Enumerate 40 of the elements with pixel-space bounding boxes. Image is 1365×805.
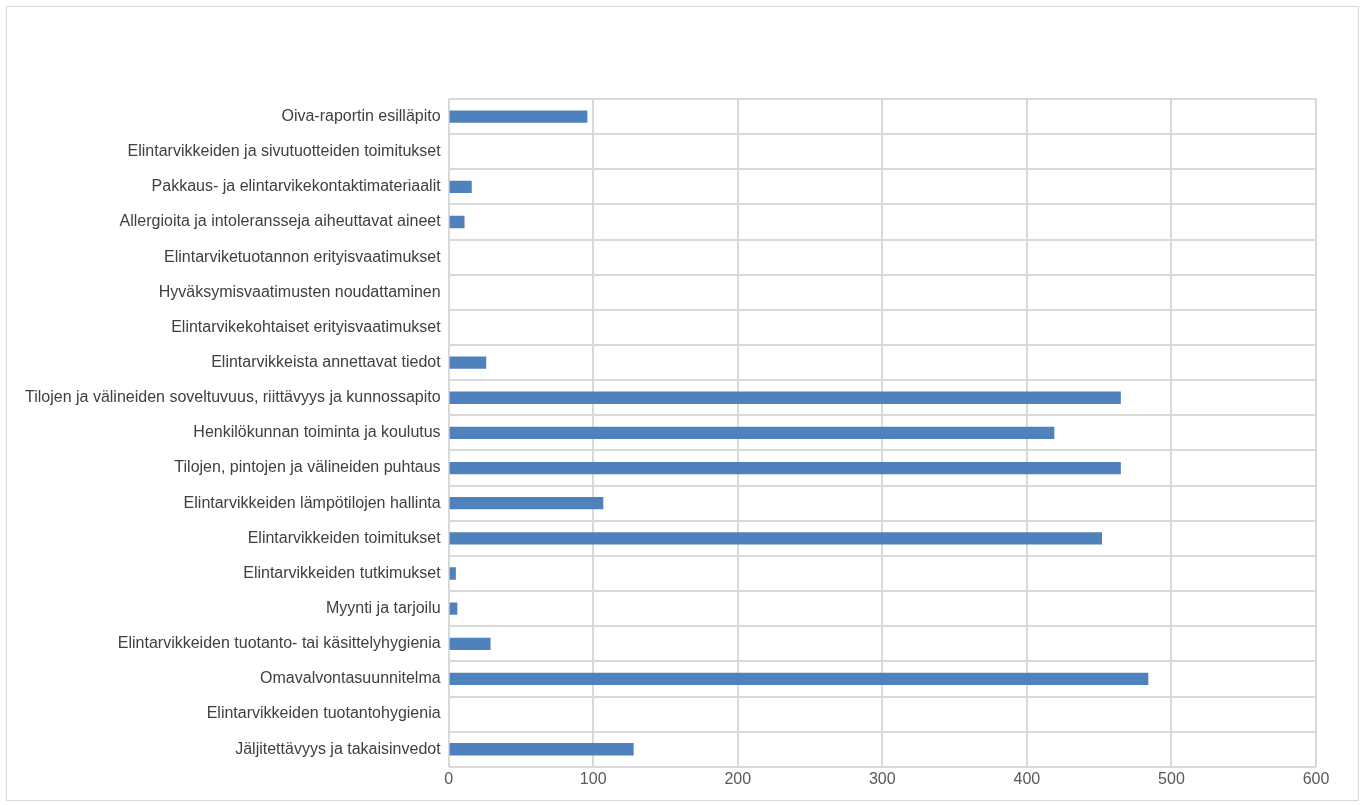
bar <box>449 461 1121 475</box>
x-tick-label: 600 <box>1302 769 1330 787</box>
y-tick-label: Hyväksymisvaatimusten noudattaminen <box>158 282 441 300</box>
bar <box>449 743 634 756</box>
bar <box>449 110 588 123</box>
bar <box>449 497 604 510</box>
bar <box>449 532 1103 545</box>
y-tick-label: Elintarvikkeiden ja sivutuotteiden toimitukset <box>127 142 442 160</box>
y-tick-label: Henkilökunnan toiminta ja koulutus <box>193 423 441 441</box>
bar <box>449 356 487 369</box>
y-tick-label: Omavalvontasuunnitelma <box>260 669 441 687</box>
x-tick-label: 100 <box>579 769 607 787</box>
bar <box>449 391 1121 404</box>
x-tick-label: 300 <box>868 769 896 787</box>
y-tick-label: Elintarvikkeista annettavat tiedot <box>211 353 442 371</box>
y-tick-label: Pakkaus- ja elintarvikekontaktimateriaalit <box>151 177 442 195</box>
bar <box>449 602 458 615</box>
y-tick-label: Elintarvikkeiden tuotantohygienia <box>206 704 441 722</box>
y-tick-label: Elintarvikekohtaiset erityisvaatimukset <box>171 317 442 335</box>
y-tick-label: Elintarvikkeiden lämpötilojen hallinta <box>183 493 441 511</box>
y-tick-label: Oiva-raportin esilläpito <box>281 106 441 124</box>
bar <box>449 637 491 650</box>
y-tick-label: Elintarviketuotannon erityisvaatimukset <box>164 247 442 265</box>
bar <box>449 672 1149 686</box>
x-tick-label: 0 <box>444 769 454 787</box>
y-tick-label: Myynti ja tarjoilu <box>325 599 441 617</box>
x-tick-label: 500 <box>1158 769 1185 787</box>
x-tick-label: 200 <box>724 769 752 787</box>
bar <box>449 426 1055 440</box>
y-tick-label: Elintarvikkeiden tutkimukset <box>243 563 442 581</box>
bar <box>449 180 472 194</box>
bar <box>449 215 465 229</box>
y-tick-label: Elintarvikkeiden toimitukset <box>247 528 442 546</box>
y-tick-label: Elintarvikkeiden tuotanto- tai käsittelyhygienia <box>117 634 441 652</box>
x-tick-label: 400 <box>1013 769 1041 787</box>
y-tick-label: Jäljitettävyys ja takaisinvedot <box>235 739 442 757</box>
bar <box>449 567 456 580</box>
y-tick-label: Tilojen ja välineiden soveltuvuus, riittävyys ja kunnossapito <box>25 388 441 406</box>
y-tick-label: Allergioita ja intoleransseja aiheuttavat aineet <box>119 212 442 230</box>
y-tick-label: Tilojen, pintojen ja välineiden puhtaus <box>174 458 441 476</box>
